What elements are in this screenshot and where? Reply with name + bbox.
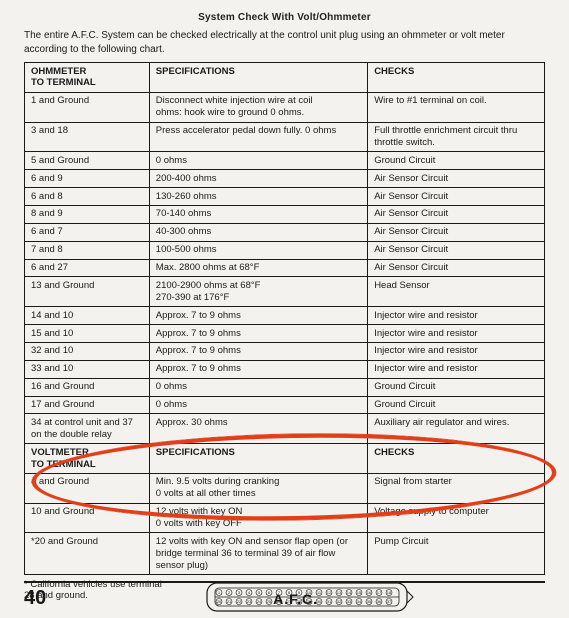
table-row: 15 and 10Approx. 7 to 9 ohmsInjector wir… (25, 325, 545, 343)
cell-spec: 100-500 ohms (149, 241, 367, 259)
table-row: 14 and 10Approx. 7 to 9 ohmsInjector wir… (25, 307, 545, 325)
cell-term: 3 and 18 (25, 122, 150, 152)
cell-checks: Ground Circuit (368, 378, 545, 396)
cell-term: 13 and Ground (25, 277, 150, 307)
intro-paragraph: The entire A.F.C. System can be checked … (24, 29, 545, 56)
cell-spec: Approx. 7 to 9 ohms (149, 342, 367, 360)
cell-checks: Air Sensor Circuit (368, 223, 545, 241)
table-row: 17 and Ground0 ohmsGround Circuit (25, 396, 545, 414)
cell-checks: Air Sensor Circuit (368, 188, 545, 206)
cell-term: 15 and 10 (25, 325, 150, 343)
cell-spec: 0 ohms (149, 396, 367, 414)
table-row: 1 and GroundDisconnect white injection w… (25, 92, 545, 122)
cell-term: 7 and 8 (25, 241, 150, 259)
cell-spec: Approx. 7 to 9 ohms (149, 307, 367, 325)
cell-spec: 200-400 ohms (149, 170, 367, 188)
cell-checks: Auxiliary air regulator and wires. (368, 414, 545, 444)
page-footer: 40 A.F.C. (24, 581, 545, 610)
page-label: A.F.C. (46, 591, 545, 607)
cell-checks: Pump Circuit (368, 533, 545, 575)
cell-term: 4 and Ground (25, 473, 150, 503)
cell-term: 17 and Ground (25, 396, 150, 414)
cell-term: *20 and Ground (25, 533, 150, 575)
cell-checks: Ground Circuit (368, 152, 545, 170)
table-row: 34 at control unit and 37 on the double … (25, 414, 545, 444)
col-header-checks: CHECKS (368, 63, 545, 93)
table-row: 4 and GroundMin. 9.5 volts during cranki… (25, 473, 545, 503)
page-header: System Check With Volt/Ohmmeter (24, 12, 545, 23)
table-row: 3 and 18Press accelerator pedal down ful… (25, 122, 545, 152)
cell-term: 10 and Ground (25, 503, 150, 533)
table-row: 5 and Ground0 ohmsGround Circuit (25, 152, 545, 170)
cell-spec: 12 volts with key ON and sensor flap ope… (149, 533, 367, 575)
cell-term: 16 and Ground (25, 378, 150, 396)
cell-spec: 70-140 ohms (149, 205, 367, 223)
table-row: *20 and Ground12 volts with key ON and s… (25, 533, 545, 575)
cell-spec: 0 ohms (149, 152, 367, 170)
cell-term: 6 and 27 (25, 259, 150, 277)
cell-checks: Air Sensor Circuit (368, 205, 545, 223)
cell-spec: Approx. 7 to 9 ohms (149, 360, 367, 378)
cell-checks: Air Sensor Circuit (368, 241, 545, 259)
table-row: 7 and 8100-500 ohmsAir Sensor Circuit (25, 241, 545, 259)
cell-spec: Disconnect white injection wire at coil … (149, 92, 367, 122)
cell-checks: Injector wire and resistor (368, 307, 545, 325)
table-row: 6 and 740-300 ohmsAir Sensor Circuit (25, 223, 545, 241)
cell-spec: 40-300 ohms (149, 223, 367, 241)
cell-spec: 2100-2900 ohms at 68°F 270-390 at 176°F (149, 277, 367, 307)
col-header-checks: CHECKS (368, 444, 545, 474)
table-row: 6 and 9200-400 ohmsAir Sensor Circuit (25, 170, 545, 188)
cell-term: 6 and 8 (25, 188, 150, 206)
table-row: 6 and 27Max. 2800 ohms at 68°FAir Sensor… (25, 259, 545, 277)
cell-term: 8 and 9 (25, 205, 150, 223)
cell-checks: Full throttle enrichment circuit thru th… (368, 122, 545, 152)
section-header-row: OHMMETERTO TERMINALSPECIFICATIONSCHECKS (25, 63, 545, 93)
col-header-terminal: OHMMETERTO TERMINAL (25, 63, 150, 93)
table-row: 16 and Ground0 ohmsGround Circuit (25, 378, 545, 396)
table-row: 13 and Ground2100-2900 ohms at 68°F 270-… (25, 277, 545, 307)
cell-term: 34 at control unit and 37 on the double … (25, 414, 150, 444)
cell-term: 32 and 10 (25, 342, 150, 360)
cell-term: 1 and Ground (25, 92, 150, 122)
cell-checks: Voltage supply to computer (368, 503, 545, 533)
table-row: 6 and 8130-260 ohmsAir Sensor Circuit (25, 188, 545, 206)
cell-term: 14 and 10 (25, 307, 150, 325)
cell-term: 5 and Ground (25, 152, 150, 170)
page-number: 40 (24, 587, 46, 610)
cell-checks: Air Sensor Circuit (368, 170, 545, 188)
cell-checks: Ground Circuit (368, 396, 545, 414)
cell-spec: 130-260 ohms (149, 188, 367, 206)
cell-spec: Min. 9.5 volts during cranking 0 volts a… (149, 473, 367, 503)
cell-checks: Head Sensor (368, 277, 545, 307)
cell-checks: Air Sensor Circuit (368, 259, 545, 277)
cell-spec: Max. 2800 ohms at 68°F (149, 259, 367, 277)
cell-term: 6 and 7 (25, 223, 150, 241)
table-row: 33 and 10Approx. 7 to 9 ohmsInjector wir… (25, 360, 545, 378)
spec-table: OHMMETERTO TERMINALSPECIFICATIONSCHECKS1… (24, 62, 545, 575)
col-header-spec: SPECIFICATIONS (149, 63, 367, 93)
cell-spec: 12 volts with key ON 0 volts with key OF… (149, 503, 367, 533)
cell-checks: Wire to #1 terminal on coil. (368, 92, 545, 122)
cell-checks: Signal from starter (368, 473, 545, 503)
cell-checks: Injector wire and resistor (368, 342, 545, 360)
cell-checks: Injector wire and resistor (368, 360, 545, 378)
cell-spec: Approx. 30 ohms (149, 414, 367, 444)
table-row: 8 and 970-140 ohmsAir Sensor Circuit (25, 205, 545, 223)
cell-checks: Injector wire and resistor (368, 325, 545, 343)
cell-spec: Press accelerator pedal down fully. 0 oh… (149, 122, 367, 152)
table-row: 32 and 10Approx. 7 to 9 ohmsInjector wir… (25, 342, 545, 360)
cell-spec: 0 ohms (149, 378, 367, 396)
section-header-row: VOLTMETERTO TERMINALSPECIFICATIONSCHECKS (25, 444, 545, 474)
col-header-terminal: VOLTMETERTO TERMINAL (25, 444, 150, 474)
table-row: 10 and Ground12 volts with key ON 0 volt… (25, 503, 545, 533)
cell-spec: Approx. 7 to 9 ohms (149, 325, 367, 343)
cell-term: 33 and 10 (25, 360, 150, 378)
col-header-spec: SPECIFICATIONS (149, 444, 367, 474)
cell-term: 6 and 9 (25, 170, 150, 188)
